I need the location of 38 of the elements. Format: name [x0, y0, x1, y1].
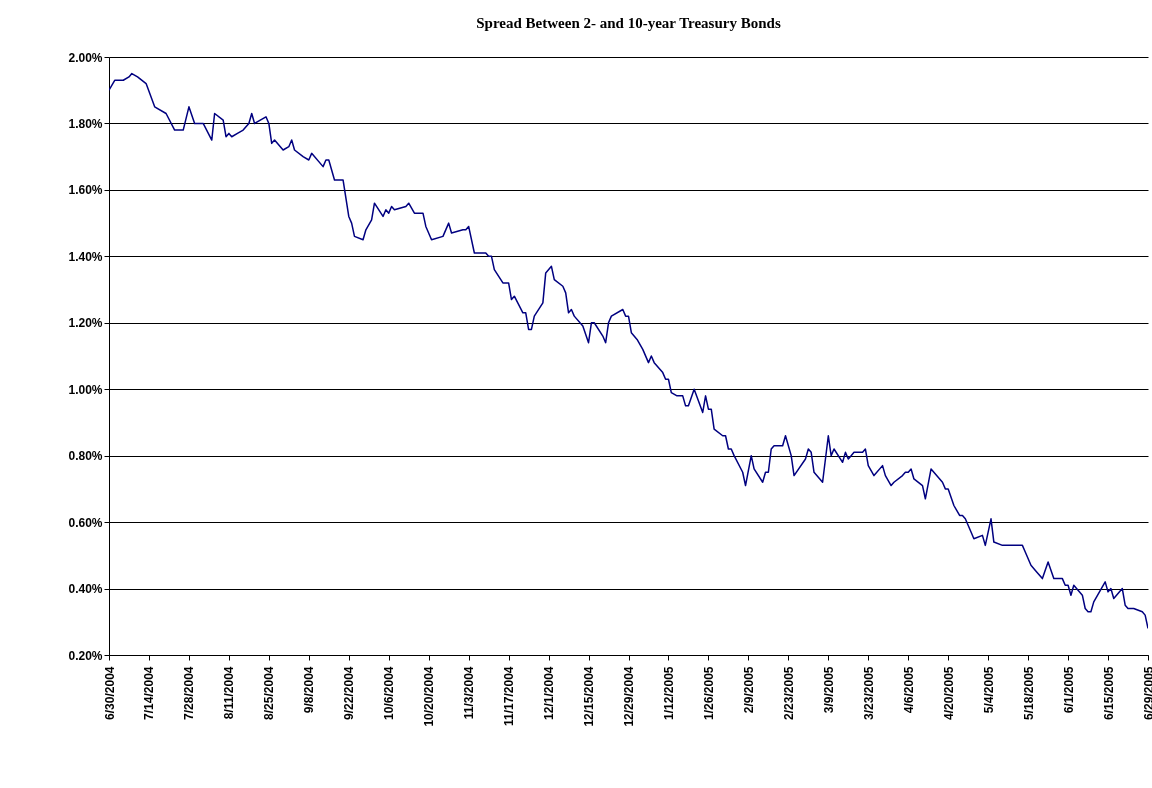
x-tick-label: 7/14/2004 [142, 666, 157, 720]
chart-title: Spread Between 2- and 10-year Treasury Bonds [476, 15, 781, 31]
x-tick-label: 9/22/2004 [342, 666, 357, 720]
y-tick-label: 1.00% [68, 382, 103, 397]
y-tick-label: 1.60% [68, 183, 103, 198]
x-tick-label: 11/17/2004 [502, 666, 517, 726]
x-tick-label: 1/26/2005 [701, 666, 716, 720]
y-tick-label: 0.20% [68, 648, 103, 663]
x-tick-label: 12/1/2004 [542, 666, 557, 720]
x-tick-label: 3/23/2005 [861, 666, 876, 720]
x-tick-label: 8/25/2004 [262, 666, 277, 720]
x-tick-label: 6/30/2004 [102, 666, 117, 720]
x-tick-label: 6/29/2005 [1141, 666, 1152, 720]
x-tick-label: 10/6/2004 [382, 666, 397, 720]
x-tick-label: 5/18/2005 [1021, 666, 1036, 720]
x-tick-label: 10/20/2004 [422, 666, 437, 727]
x-tick-label: 1/12/2005 [661, 666, 676, 720]
x-tick-label: 12/15/2004 [582, 666, 597, 727]
x-tick-label: 8/11/2004 [222, 666, 237, 720]
y-tick-label: 1.40% [68, 249, 103, 264]
x-tick-label: 7/28/2004 [182, 666, 197, 720]
x-tick-label: 5/4/2005 [981, 666, 996, 714]
x-tick-label: 4/20/2005 [941, 666, 956, 720]
x-tick-label: 6/1/2005 [1061, 666, 1076, 714]
y-tick-label: 1.80% [68, 116, 103, 131]
y-tick-label: 2.00% [68, 50, 103, 65]
x-tick-label: 4/6/2005 [901, 666, 916, 714]
x-tick-label: 3/9/2005 [821, 666, 836, 714]
x-tick-label: 6/15/2005 [1101, 666, 1116, 720]
x-tick-label: 11/3/2004 [462, 666, 477, 720]
y-tick-label: 1.20% [68, 316, 103, 331]
y-tick-label: 0.80% [68, 449, 103, 464]
x-tick-label: 2/9/2005 [741, 666, 756, 714]
x-tick-label: 12/29/2004 [622, 666, 636, 727]
y-tick-label: 0.60% [68, 515, 103, 530]
x-tick-label: 9/8/2004 [302, 666, 317, 714]
x-tick-label: 2/23/2005 [781, 666, 796, 720]
y-tick-label: 0.40% [68, 582, 103, 597]
